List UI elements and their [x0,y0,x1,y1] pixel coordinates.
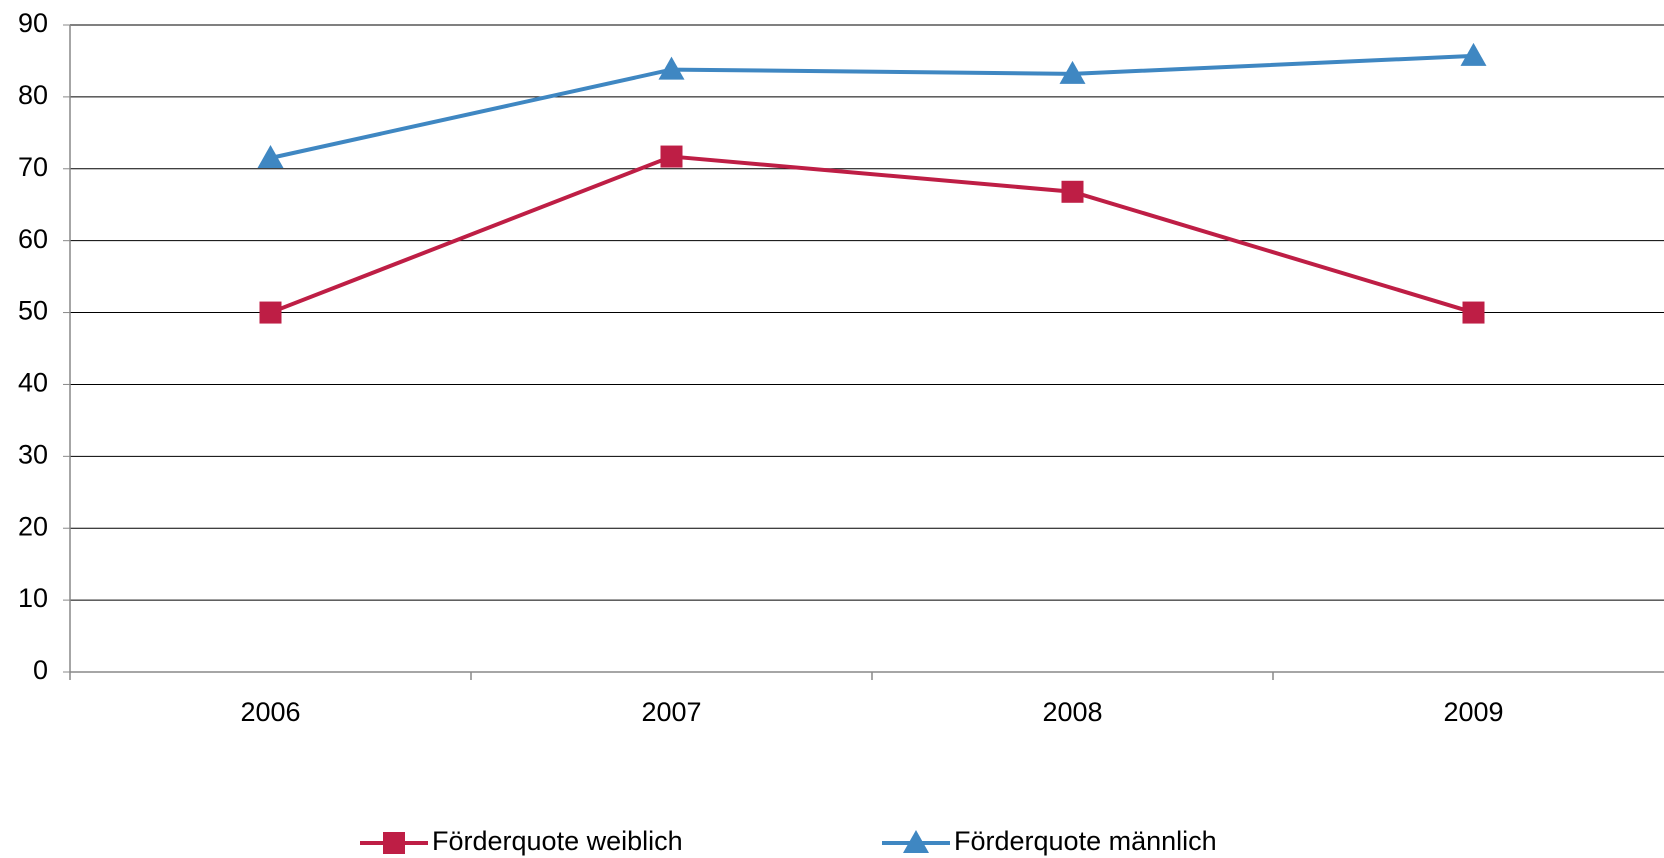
legend-marker [383,832,405,854]
data-point [660,145,683,168]
data-point [658,56,685,80]
legend-label: Förderquote männlich [954,826,1217,856]
x-tick-label: 2009 [1443,697,1503,727]
data-point [1462,301,1485,324]
series-line [269,154,1475,315]
x-tick-label: 2006 [240,697,300,727]
series-line [270,53,1474,160]
y-tick-label: 50 [18,296,48,326]
y-tick-label: 10 [18,583,48,613]
y-tick-label: 0 [33,655,48,685]
data-point [1460,42,1487,66]
y-tick-label: 80 [18,80,48,110]
data-point [259,301,282,324]
data-point [1061,180,1084,203]
legend-marker [903,830,929,853]
x-tick-label: 2007 [641,697,701,727]
y-tick-label: 40 [18,368,48,398]
y-tick-label: 90 [18,8,48,38]
data-point [257,144,284,168]
data-point [1059,60,1086,84]
y-tick-label: 20 [18,511,48,541]
y-tick-label: 70 [18,152,48,182]
y-tick-label: 60 [18,224,48,254]
legend-label: Förderquote weiblich [432,826,683,856]
y-tick-label: 30 [18,439,48,469]
x-tick-label: 2008 [1042,697,1102,727]
